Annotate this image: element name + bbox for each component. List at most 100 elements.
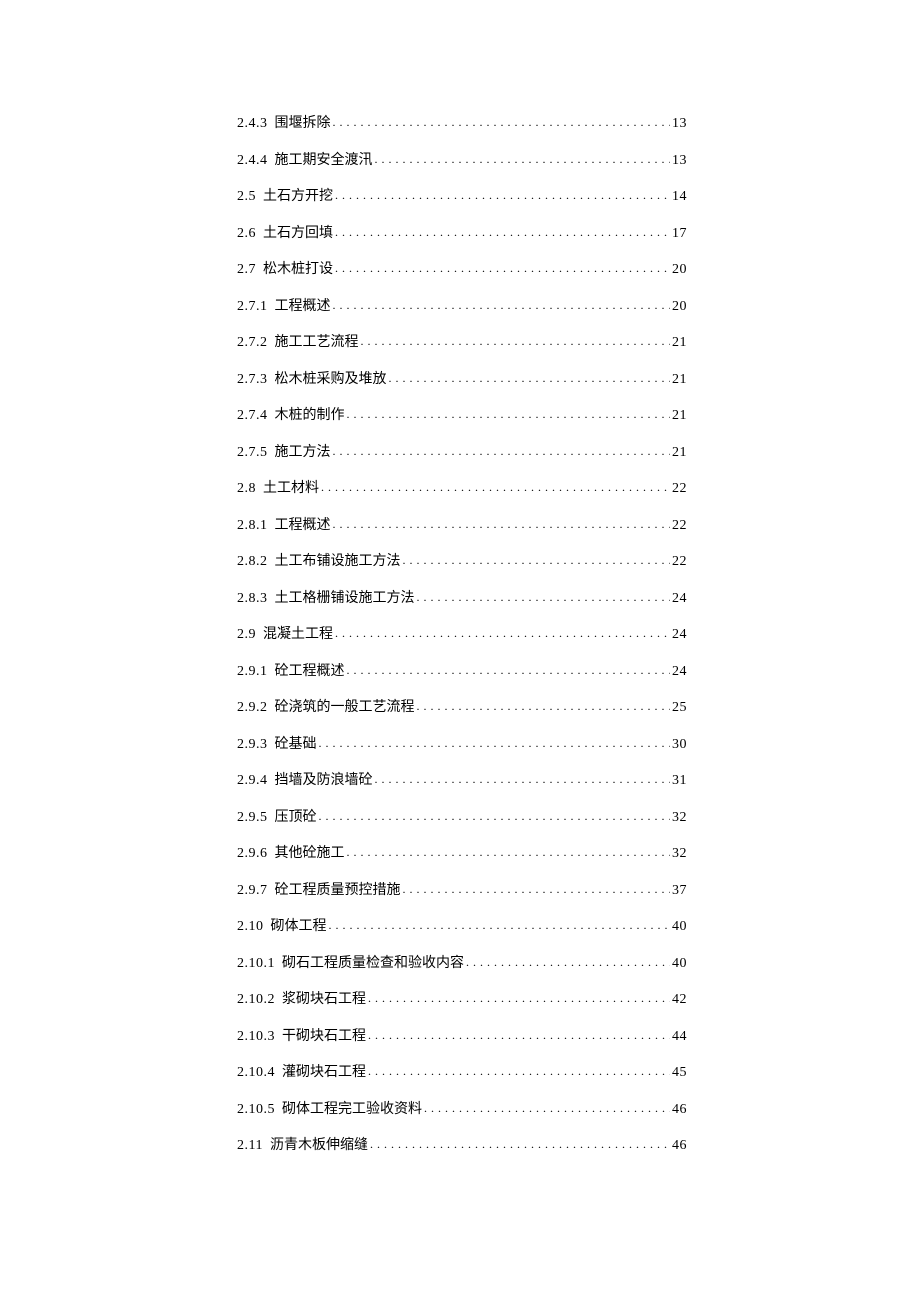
toc-entry: 2.9.5压顶砼32 <box>237 811 687 825</box>
toc-entry-title: 土工材料 <box>263 482 319 496</box>
toc-entry-title: 木桩的制作 <box>275 409 345 423</box>
toc-leader-dots <box>335 226 670 238</box>
toc-entry-title: 干砌块石工程 <box>282 1030 366 1044</box>
toc-entry-title: 土工格栅铺设施工方法 <box>275 592 415 606</box>
toc-entry-page: 21 <box>672 446 687 460</box>
toc-entry-number: 2.8 <box>237 482 256 496</box>
toc-entry: 2.9.1砼工程概述24 <box>237 665 687 679</box>
toc-leader-dots <box>347 664 671 676</box>
toc-entry-page: 22 <box>672 482 687 496</box>
toc-entry-number: 2.8.2 <box>237 555 268 569</box>
toc-entry: 2.7.1工程概述20 <box>237 300 687 314</box>
toc-entry-page: 24 <box>672 592 687 606</box>
toc-entry-page: 13 <box>672 117 687 131</box>
toc-entry: 2.9.4挡墙及防浪墙砼31 <box>237 774 687 788</box>
toc-entry-title: 挡墙及防浪墙砼 <box>275 774 373 788</box>
toc-entry-number: 2.5 <box>237 190 256 204</box>
toc-entry: 2.10.2 浆砌块石工程 42 <box>237 993 687 1007</box>
toc-entry: 2.7.3松木桩采购及堆放21 <box>237 373 687 387</box>
toc-entry-page: 42 <box>672 993 687 1007</box>
toc-entry-page: 37 <box>672 884 687 898</box>
toc-leader-dots <box>347 846 671 858</box>
toc-entry-number: 2.10.4 <box>237 1066 275 1080</box>
toc-entry-page: 30 <box>672 738 687 752</box>
toc-entry-title: 土工布铺设施工方法 <box>275 555 401 569</box>
toc-entry-page: 32 <box>672 847 687 861</box>
toc-entry: 2.7.2施工工艺流程21 <box>237 336 687 350</box>
toc-entry-page: 20 <box>672 300 687 314</box>
toc-entry-number: 2.7.4 <box>237 409 268 423</box>
toc-container: 2.4.3围堰拆除132.4.4施工期安全渡汛132.5土石方开挖142.6土石… <box>237 117 687 1176</box>
toc-entry: 2.7.4 木桩的制作 21 <box>237 409 687 423</box>
toc-entry: 2.10.4灌砌块石工程45 <box>237 1066 687 1080</box>
toc-entry-number: 2.4.4 <box>237 154 268 168</box>
toc-entry: 2.10.5砌体工程完工验收资料46 <box>237 1103 687 1117</box>
toc-entry-number: 2.10.5 <box>237 1103 275 1117</box>
toc-entry-page: 22 <box>672 555 687 569</box>
toc-entry-page: 45 <box>672 1066 687 1080</box>
toc-entry-page: 44 <box>672 1030 687 1044</box>
toc-entry-page: 46 <box>672 1139 687 1153</box>
toc-entry: 2.8.3 土工格栅铺设施工方法 24 <box>237 592 687 606</box>
toc-entry-title: 松木桩打设 <box>263 263 333 277</box>
toc-entry-title: 砌石工程质量检查和验收内容 <box>282 957 464 971</box>
toc-entry-title: 压顶砼 <box>275 811 317 825</box>
toc-entry-page: 21 <box>672 373 687 387</box>
toc-entry: 2.9.3 砼基础 30 <box>237 738 687 752</box>
toc-entry-page: 21 <box>672 409 687 423</box>
toc-leader-dots <box>333 445 671 457</box>
toc-entry: 2.8.2 土工布铺设施工方法 22 <box>237 555 687 569</box>
toc-leader-dots <box>403 554 671 566</box>
toc-entry-page: 17 <box>672 227 687 241</box>
toc-entry-page: 40 <box>672 957 687 971</box>
toc-entry: 2.7松木桩打设20 <box>237 263 687 277</box>
toc-leader-dots <box>333 116 671 128</box>
toc-entry-title: 砼浇筑的一般工艺流程 <box>275 701 415 715</box>
toc-entry-number: 2.9.3 <box>237 738 268 752</box>
toc-leader-dots <box>333 299 671 311</box>
toc-leader-dots <box>335 262 670 274</box>
toc-entry-page: 31 <box>672 774 687 788</box>
toc-entry-number: 2.10.3 <box>237 1030 275 1044</box>
toc-entry-number: 2.8.3 <box>237 592 268 606</box>
toc-leader-dots <box>361 335 671 347</box>
toc-entry-title: 浆砌块石工程 <box>282 993 366 1007</box>
toc-leader-dots <box>335 627 670 639</box>
toc-entry-title: 砌体工程完工验收资料 <box>282 1103 422 1117</box>
toc-leader-dots <box>368 1065 670 1077</box>
toc-entry: 2.9.2砼浇筑的一般工艺流程25 <box>237 701 687 715</box>
toc-entry-page: 13 <box>672 154 687 168</box>
toc-entry-title: 施工期安全渡汛 <box>275 154 373 168</box>
toc-entry-page: 40 <box>672 920 687 934</box>
toc-leader-dots <box>319 810 671 822</box>
toc-entry-title: 砼基础 <box>275 738 317 752</box>
toc-leader-dots <box>335 189 670 201</box>
toc-leader-dots <box>368 1029 670 1041</box>
toc-entry-title: 土石方回填 <box>263 227 333 241</box>
toc-entry: 2.7.5施工方法21 <box>237 446 687 460</box>
toc-entry-title: 施工工艺流程 <box>275 336 359 350</box>
toc-entry-number: 2.4.3 <box>237 117 268 131</box>
toc-leader-dots <box>375 153 671 165</box>
toc-leader-dots <box>321 481 670 493</box>
toc-leader-dots <box>347 408 671 420</box>
toc-entry: 2.8 土工材料 22 <box>237 482 687 496</box>
toc-entry-title: 砼工程概述 <box>275 665 345 679</box>
toc-leader-dots <box>368 992 670 1004</box>
toc-entry-number: 2.6 <box>237 227 256 241</box>
toc-entry-number: 2.10.1 <box>237 957 275 971</box>
toc-entry-number: 2.9.5 <box>237 811 268 825</box>
toc-entry-title: 混凝土工程 <box>263 628 333 642</box>
toc-entry: 2.9.7砼工程质量预控措施37 <box>237 884 687 898</box>
toc-entry-number: 2.10.2 <box>237 993 275 1007</box>
toc-entry-page: 20 <box>672 263 687 277</box>
toc-leader-dots <box>424 1102 670 1114</box>
toc-entry-number: 2.7.3 <box>237 373 268 387</box>
toc-entry-number: 2.9.1 <box>237 665 268 679</box>
toc-entry-number: 2.7.5 <box>237 446 268 460</box>
toc-leader-dots <box>370 1138 670 1150</box>
toc-leader-dots <box>403 883 671 895</box>
toc-leader-dots <box>333 518 671 530</box>
toc-entry: 2.6 土石方回填 17 <box>237 227 687 241</box>
toc-leader-dots <box>375 773 671 785</box>
